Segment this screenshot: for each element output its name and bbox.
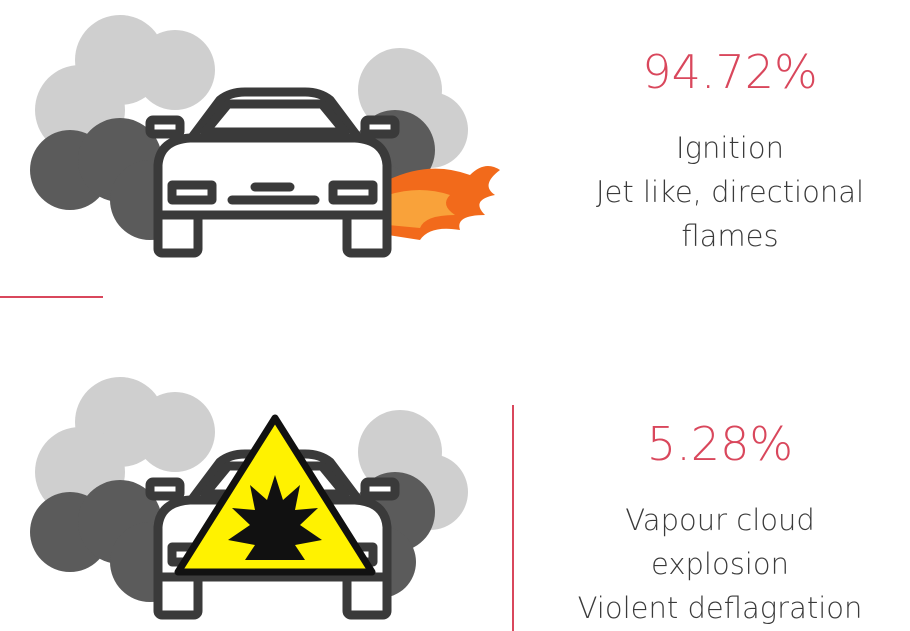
- label: Ignition: [676, 131, 784, 165]
- label: explosion: [651, 547, 789, 581]
- illustration-1: [30, 15, 500, 253]
- infographic: 94.72% Ignition Jet like, directional fl…: [0, 0, 910, 631]
- car: [150, 92, 395, 253]
- percent: 94.72%: [642, 45, 817, 99]
- percent: 5.28%: [647, 417, 793, 471]
- label: Vapour cloud: [625, 503, 815, 537]
- label: Jet like, directional: [596, 175, 864, 209]
- label: flames: [681, 219, 778, 253]
- label: Violent deflagration: [578, 591, 863, 625]
